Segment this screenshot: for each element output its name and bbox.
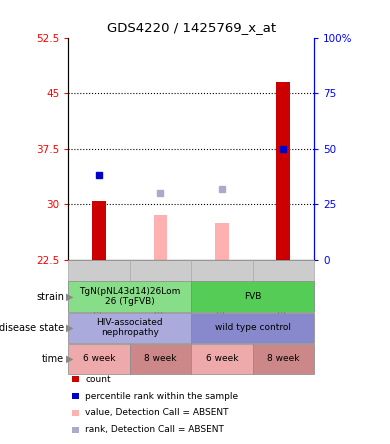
Text: value, Detection Call = ABSENT: value, Detection Call = ABSENT — [85, 408, 229, 417]
Text: percentile rank within the sample: percentile rank within the sample — [85, 392, 238, 400]
Text: disease state: disease state — [0, 323, 64, 333]
Text: count: count — [85, 375, 111, 384]
Bar — [277, 82, 290, 260]
Bar — [215, 223, 229, 260]
Text: ▶: ▶ — [66, 354, 74, 364]
Text: time: time — [42, 354, 64, 364]
Text: TgN(pNL43d14)26Lom
26 (TgFVB): TgN(pNL43d14)26Lom 26 (TgFVB) — [79, 287, 180, 306]
Text: 6 week: 6 week — [83, 354, 115, 363]
Bar — [154, 215, 167, 260]
Text: HIV-associated
nephropathy: HIV-associated nephropathy — [96, 318, 163, 337]
Bar — [92, 201, 106, 260]
Text: 6 week: 6 week — [206, 354, 238, 363]
Text: ▶: ▶ — [66, 292, 74, 301]
Text: 8 week: 8 week — [267, 354, 300, 363]
Title: GDS4220 / 1425769_x_at: GDS4220 / 1425769_x_at — [106, 21, 276, 34]
Text: strain: strain — [36, 292, 64, 301]
Text: rank, Detection Call = ABSENT: rank, Detection Call = ABSENT — [85, 425, 224, 434]
Text: FVB: FVB — [244, 292, 261, 301]
Text: wild type control: wild type control — [215, 323, 291, 332]
Text: ▶: ▶ — [66, 323, 74, 333]
Text: 8 week: 8 week — [144, 354, 177, 363]
